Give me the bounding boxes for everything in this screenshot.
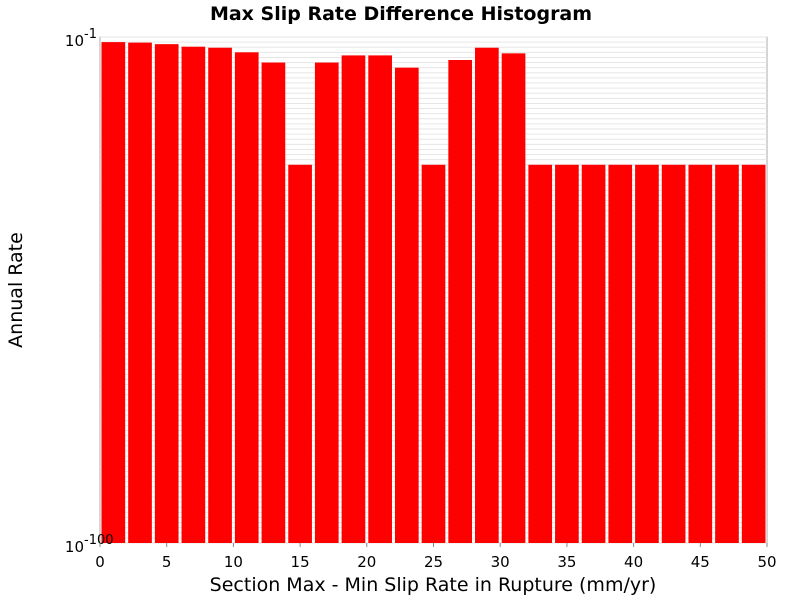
histogram-bar <box>581 164 606 543</box>
histogram-bar <box>154 44 179 544</box>
histogram-bar <box>741 164 766 543</box>
histogram-bar <box>234 52 259 543</box>
x-tick-label: 10 <box>224 553 243 571</box>
histogram-bar <box>608 164 633 543</box>
histogram-bar <box>635 164 659 543</box>
histogram-bar <box>394 67 419 544</box>
x-tick-label: 5 <box>162 553 172 571</box>
x-tick-label: 15 <box>291 553 310 571</box>
histogram-bar <box>368 55 392 544</box>
histogram-bar <box>261 62 286 544</box>
x-tick-label: 20 <box>357 553 376 571</box>
x-tick-label: 45 <box>691 553 710 571</box>
y-tick-base: 10 <box>65 32 84 50</box>
histogram-bar <box>448 60 473 543</box>
x-axis-label: Section Max - Min Slip Rate in Rupture (… <box>210 574 657 596</box>
histogram-bar <box>528 164 553 543</box>
bar-series <box>101 42 766 544</box>
histogram-bar <box>341 55 366 544</box>
histogram-bar <box>128 42 152 543</box>
histogram-bar <box>501 53 526 543</box>
chart-title: Max Slip Rate Difference Histogram <box>210 3 592 25</box>
x-tick-label: 0 <box>95 553 105 571</box>
y-tick-exponent: -100 <box>84 533 114 548</box>
histogram-bar <box>555 164 579 543</box>
x-tick-labels: 0 5 10 15 20 25 30 35 40 45 50 <box>95 543 777 571</box>
histogram-bar <box>475 47 499 543</box>
y-tick-label: 10 -100 <box>65 533 114 556</box>
histogram-bar <box>208 47 232 543</box>
y-axis-label: Annual Rate <box>5 232 27 348</box>
histogram-bar <box>421 164 446 543</box>
x-tick-label: 35 <box>557 553 576 571</box>
histogram-bar <box>288 164 312 543</box>
histogram-bar <box>715 164 739 543</box>
x-tick-label: 50 <box>757 553 776 571</box>
y-tick-label: 10 -1 <box>65 27 97 50</box>
histogram-bar <box>314 62 339 544</box>
x-tick-label: 25 <box>424 553 443 571</box>
y-tick-labels: 10 -110 -100 <box>65 27 114 556</box>
y-tick-base: 10 <box>65 538 84 556</box>
histogram-bar <box>688 164 713 543</box>
histogram-bar <box>181 46 206 543</box>
histogram-bar <box>661 164 686 543</box>
x-tick-label: 30 <box>491 553 510 571</box>
y-tick-exponent: -1 <box>84 27 97 42</box>
histogram-bar <box>101 42 126 543</box>
x-tick-label: 40 <box>624 553 643 571</box>
